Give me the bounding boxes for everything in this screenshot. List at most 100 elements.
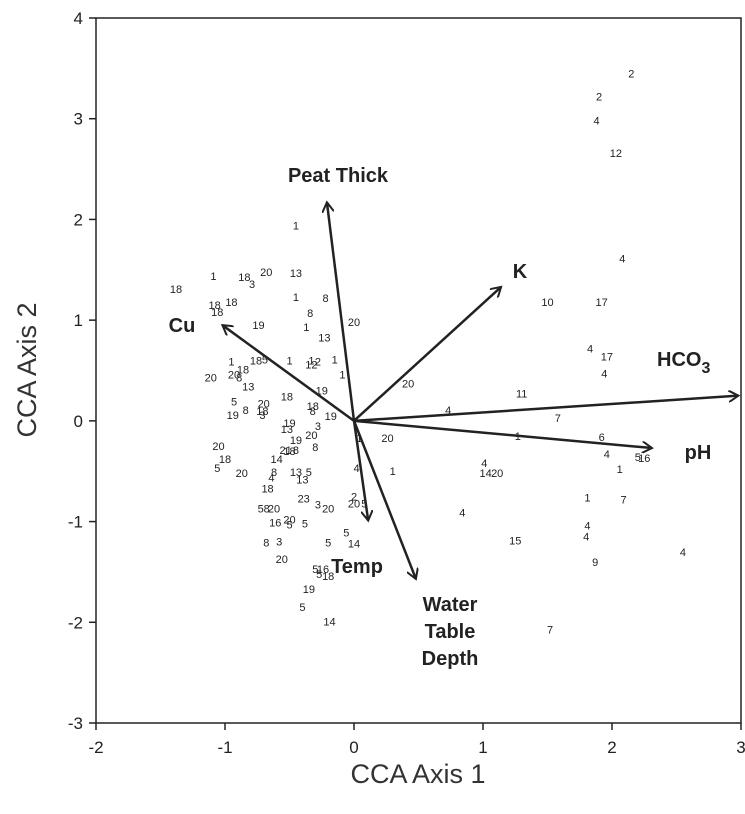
site-point: 18 [225,297,237,309]
site-point: 7 [555,413,561,425]
site-point: 4 [583,532,589,544]
site-point: 9 [592,557,598,569]
vector-label: Water Table Depth [422,594,479,670]
site-point: 2 [596,92,602,104]
vector-arrow [222,325,355,422]
site-point: 5 [286,520,292,532]
site-point: 19 [227,410,239,422]
vector-arrow [353,396,738,423]
site-point: 8 [307,308,313,320]
site-point: 19 [303,584,315,596]
site-point: 4 [481,458,487,470]
site-point: 2 [315,356,321,368]
site-point: 5 [325,538,331,550]
site-point: 13 [290,268,302,280]
y-tick-label: -2 [68,613,83,632]
site-point: 1 [303,322,309,334]
site-point: 18 [322,571,334,583]
x-tick-label: -2 [88,738,103,757]
site-point: 10 [541,297,553,309]
site-point: 19 [325,411,337,423]
site-point: 12 [610,148,622,160]
site-point: 18 [209,300,221,312]
y-tick-label: 1 [74,311,83,330]
site-point: 58 [258,503,270,515]
site-point: 18 [211,307,223,319]
y-tick-label: -1 [68,513,83,532]
site-point: 3 [249,279,255,291]
site-point: 13 [290,467,302,479]
site-point: 13 [281,424,293,436]
site-point: 1 [293,220,299,232]
environmental-vectors: Peat Thick K Cu HCO3 pH Temp Water Table Depth [169,165,739,670]
site-point: 5 [299,602,305,614]
x-axis-title: CCA Axis 1 [350,759,485,789]
site-point: 3 [276,537,282,549]
site-point: 5 [231,397,237,409]
site-point: 20 [258,399,270,411]
site-point: 4 [445,405,451,417]
site-point: 18 [237,364,249,376]
site-point: 1 [210,271,216,283]
site-point: 7 [621,494,627,506]
site-point: 8 [312,442,318,454]
site-point: 17 [596,297,608,309]
site-point: 1 [228,356,234,368]
site-point: 18 [261,483,273,495]
site-point: 3 [259,410,265,422]
site-point: 8 [310,406,316,418]
site-point: 20 [491,468,503,480]
site-point: 20 [322,503,334,515]
site-point: 8 [243,405,249,417]
site-point: 19 [252,320,264,332]
site-point: 5 [214,463,220,475]
site-point: 18 [281,392,293,404]
site-point: 4 [680,547,686,559]
x-tick-label: -1 [217,738,232,757]
site-point: 2 [628,68,634,80]
site-point: 11 [516,389,527,401]
site-point: 13 [296,474,308,486]
site-point: 1 [390,466,396,478]
site-point: 14 [323,616,335,628]
site-point: 5 [302,519,308,531]
site-point: 12 [305,359,317,371]
vector-arrow [352,420,416,579]
site-point: 20 [205,373,217,385]
site-point: 4 [459,508,465,520]
site-point: 20 [381,433,393,445]
site-point: 4 [268,472,274,484]
site-point: 5 [312,564,318,576]
site-point: 19 [316,386,328,398]
site-point: 20 [236,468,248,480]
x-tick-label: 3 [736,738,745,757]
site-point: 19 [290,435,302,447]
site-point: 8 [323,293,329,305]
site-point: 18 [250,355,262,367]
x-tick-label: 1 [478,738,487,757]
site-point: 6 [599,432,605,444]
site-point: 5 [316,569,322,581]
x-tick-label: 2 [607,738,616,757]
site-point: 17 [601,351,613,363]
vector-arrow [353,287,501,422]
site-point: 1 [293,292,299,304]
site-point: 1 [308,355,314,367]
site-point: 5 [343,528,349,540]
site-point: 20 [348,498,360,510]
site-point: 20 [260,267,272,279]
site-point: 21 [280,445,292,457]
site-point: 1 [617,464,623,476]
site-point: 3 [315,499,321,511]
site-point: 16 [317,564,329,576]
plot-frame [95,17,742,724]
site-point: 4 [604,449,610,461]
site-point: 5 [635,452,641,464]
site-point: 5 [361,498,367,510]
site-point: 20 [276,554,288,566]
site-point: 20 [283,515,295,527]
vector-label: Temp [331,556,383,578]
site-point: 14 [270,454,282,466]
site-point: 14 [348,539,360,551]
y-tick-label: -3 [68,714,83,733]
